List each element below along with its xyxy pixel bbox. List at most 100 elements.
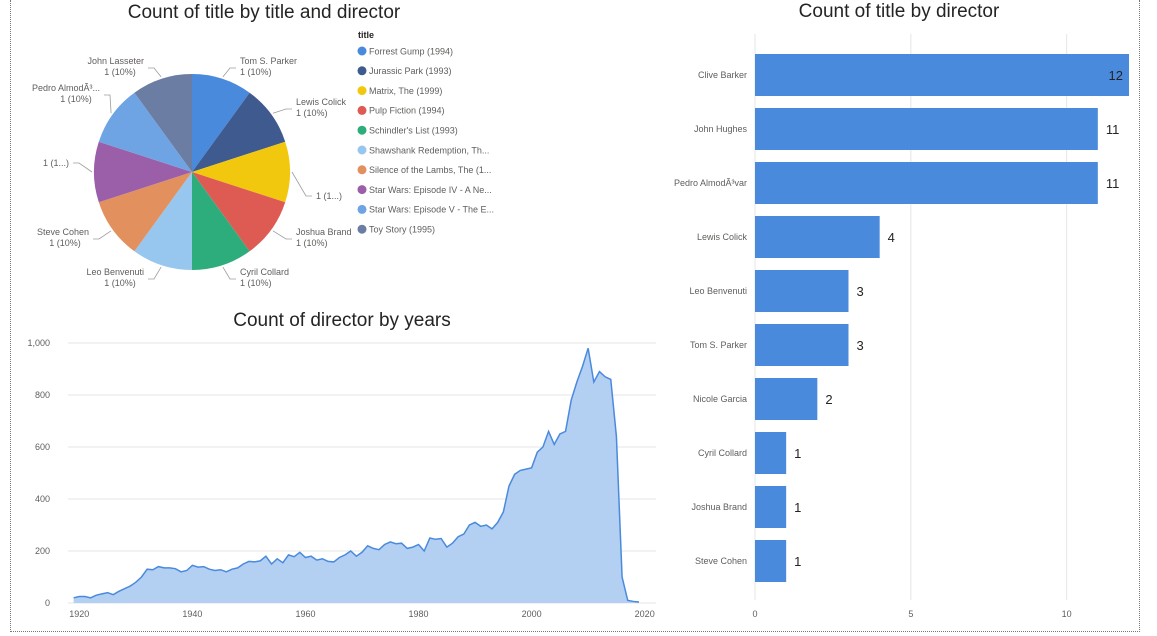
page-frame-left [10, 0, 11, 632]
area-x-tick-label: 1980 [409, 609, 429, 619]
bar-category-label: Tom S. Parker [690, 340, 747, 350]
area-y-tick-label: 400 [35, 494, 50, 504]
area-series-line [73, 347, 640, 603]
pie-slice-value: 1 (1...) [316, 191, 342, 201]
pie-slice-label: Joshua Brand [296, 227, 352, 237]
bar-data-label: 4 [888, 230, 895, 245]
pie-leader-line [148, 67, 162, 78]
bar[interactable] [755, 486, 787, 528]
bar-data-label: 1 [794, 554, 801, 569]
pie-slice-value: 1 (10%) [296, 108, 328, 118]
bar-data-label: 3 [857, 338, 864, 353]
bar[interactable] [755, 216, 880, 258]
pie-leader-line [104, 94, 112, 114]
area-chart-title: Count of director by years [233, 310, 451, 331]
pie-slice[interactable] [192, 74, 250, 172]
legend-item-label[interactable]: Forrest Gump (1994) [369, 46, 453, 56]
bar-data-label: 2 [825, 392, 832, 407]
pie-slice[interactable] [192, 172, 286, 252]
bar[interactable] [755, 324, 849, 366]
legend-swatch-icon [357, 46, 367, 56]
area-chart-visual[interactable]: Count of director by years 0 200 400 600 800… [27, 310, 656, 619]
legend-item-label[interactable]: Pulp Fiction (1994) [369, 106, 445, 116]
legend-swatch-icon [357, 204, 367, 214]
area-y-tick-label: 0 [45, 598, 50, 608]
pie-slice[interactable] [192, 141, 290, 203]
area-x-tick-label: 1920 [69, 609, 89, 619]
area-x-axis: 1920 1940 1960 1980 2000 2020 [69, 609, 654, 619]
legend-item-label[interactable]: Star Wars: Episode V - The E... [369, 205, 494, 215]
pie-slice-label: Leo Benvenuti [86, 267, 144, 277]
bar[interactable] [755, 108, 1098, 150]
bar-category-label: Pedro AlmodÃ³var [674, 178, 747, 188]
legend-item-label[interactable]: Jurassic Park (1993) [369, 66, 452, 76]
bar-x-tick-label: 5 [908, 609, 913, 619]
bar[interactable] [755, 540, 787, 582]
bar-x-tick-label: 0 [752, 609, 757, 619]
pie-slice-value: 1 (10%) [104, 278, 136, 288]
area-y-tick-label: 200 [35, 546, 50, 556]
pie-leader-line [291, 171, 312, 197]
pie-slice[interactable] [192, 92, 286, 172]
pie-slice[interactable] [134, 172, 192, 270]
legend-item-label[interactable]: Silence of the Lambs, The (1... [369, 165, 491, 175]
pie-slice[interactable] [94, 141, 192, 203]
legend-swatch-icon [357, 86, 367, 96]
pie-slice-label: Pedro AlmodÃ³... [32, 83, 100, 93]
bar[interactable] [755, 378, 818, 420]
bar-data-label: 1 [794, 500, 801, 515]
legend-item-label[interactable]: Matrix, The (1999) [369, 86, 442, 96]
legend-swatch-icon [357, 125, 367, 135]
bar[interactable] [755, 432, 787, 474]
bar-category-label: Cyril Collard [698, 448, 747, 458]
bar-category-label: Nicole Garcia [693, 394, 747, 404]
bar[interactable] [755, 270, 849, 312]
bar-category-label: Joshua Brand [691, 502, 747, 512]
area-y-axis: 0 200 400 600 800 1,000 [27, 338, 50, 608]
pie-leader-line [222, 67, 236, 78]
pie-chart-visual[interactable]: Count of title by title and director Tom… [32, 2, 494, 288]
legend-swatch-icon [357, 105, 367, 115]
pie-slice[interactable] [98, 172, 192, 252]
pie-slice-label: John Lasseter [87, 56, 144, 66]
bar-x-axis: 0 5 10 [752, 609, 1071, 619]
bar-chart-visual[interactable]: Count of title by director Clive Barker J… [674, 1, 1129, 619]
bar-data-label: 1 [794, 446, 801, 461]
pie-legend-title: title [358, 30, 374, 40]
pie-slice-value: 1 (10%) [240, 278, 272, 288]
pie-slices [94, 74, 290, 270]
pie-leader-line [272, 108, 292, 114]
legend-swatch-icon [357, 145, 367, 155]
bar-category-label: John Hughes [694, 124, 748, 134]
pie-slice-label: Lewis Colick [296, 97, 347, 107]
pie-slice[interactable] [134, 74, 192, 172]
pie-slice-value: 1 (1...) [43, 158, 69, 168]
bar-data-label: 3 [857, 284, 864, 299]
legend-swatch-icon [357, 66, 367, 76]
legend-item-label[interactable]: Star Wars: Episode IV - A Ne... [369, 185, 492, 195]
legend-item-label[interactable]: Shawshank Redemption, Th... [369, 145, 489, 155]
area-series-fill [73, 348, 640, 603]
pie-chart-title: Count of title by title and director [128, 2, 401, 23]
pie-legend: Forrest Gump (1994) Jurassic Park (1993) M… [357, 46, 494, 235]
area-y-tick-label: 800 [35, 390, 50, 400]
bar[interactable] [755, 54, 1129, 96]
pie-slice[interactable] [98, 92, 192, 172]
page-frame-right [1139, 0, 1140, 632]
bar-category-label: Clive Barker [698, 70, 747, 80]
legend-swatch-icon [357, 185, 367, 195]
legend-swatch-icon [357, 165, 367, 175]
legend-item-label[interactable]: Schindler's List (1993) [369, 126, 458, 136]
area-y-tick-label: 600 [35, 442, 50, 452]
legend-item-label[interactable]: Toy Story (1995) [369, 225, 435, 235]
bar-data-label: 11 [1106, 122, 1120, 137]
bar-data-label: 11 [1106, 176, 1120, 191]
bar-y-axis: Clive Barker John Hughes Pedro AlmodÃ³var L… [674, 70, 748, 566]
bar[interactable] [755, 162, 1098, 204]
area-x-tick-label: 2020 [635, 609, 655, 619]
area-x-tick-label: 1940 [182, 609, 202, 619]
pie-slice-value: 1 (10%) [60, 94, 92, 104]
pie-slice-label: Steve Cohen [37, 227, 89, 237]
pie-slice[interactable] [192, 172, 250, 270]
